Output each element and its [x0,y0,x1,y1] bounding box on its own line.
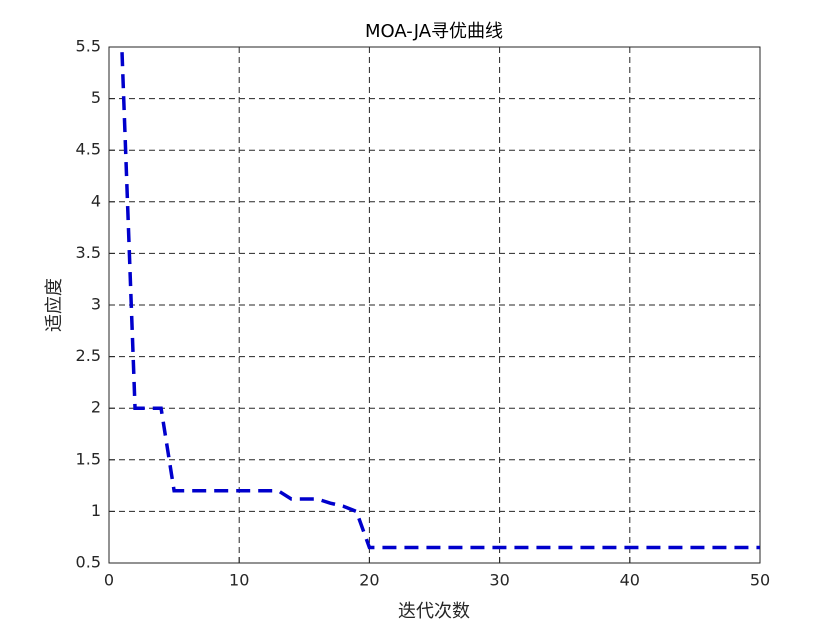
x-tick-label: 40 [620,571,640,590]
x-axis-label: 迭代次数 [398,601,470,622]
y-tick-label: 4.5 [76,140,101,159]
y-tick-label: 1 [91,501,101,520]
plot-frame [108,46,761,564]
y-tick-label: 2 [91,398,101,417]
x-tick-label: 20 [359,571,379,590]
y-tick-label: 0.5 [76,553,101,572]
chart-title: MOA-JA寻优曲线 [365,21,503,42]
y-tick-label: 3.5 [76,243,101,262]
x-tick-label: 10 [229,571,249,590]
y-axis-label: 适应度 [44,278,65,332]
y-tick-label: 5.5 [76,37,101,56]
data-line [120,52,760,550]
y-tick-label: 3 [91,295,101,314]
y-tick-label: 5 [91,88,101,107]
y-tick-label: 2.5 [76,346,101,365]
y-tick-label: 4 [91,191,101,210]
y-tick-label: 1.5 [76,449,101,468]
x-tick-label: 50 [750,571,770,590]
x-tick-label: 30 [489,571,509,590]
x-tick-label: 0 [104,571,114,590]
